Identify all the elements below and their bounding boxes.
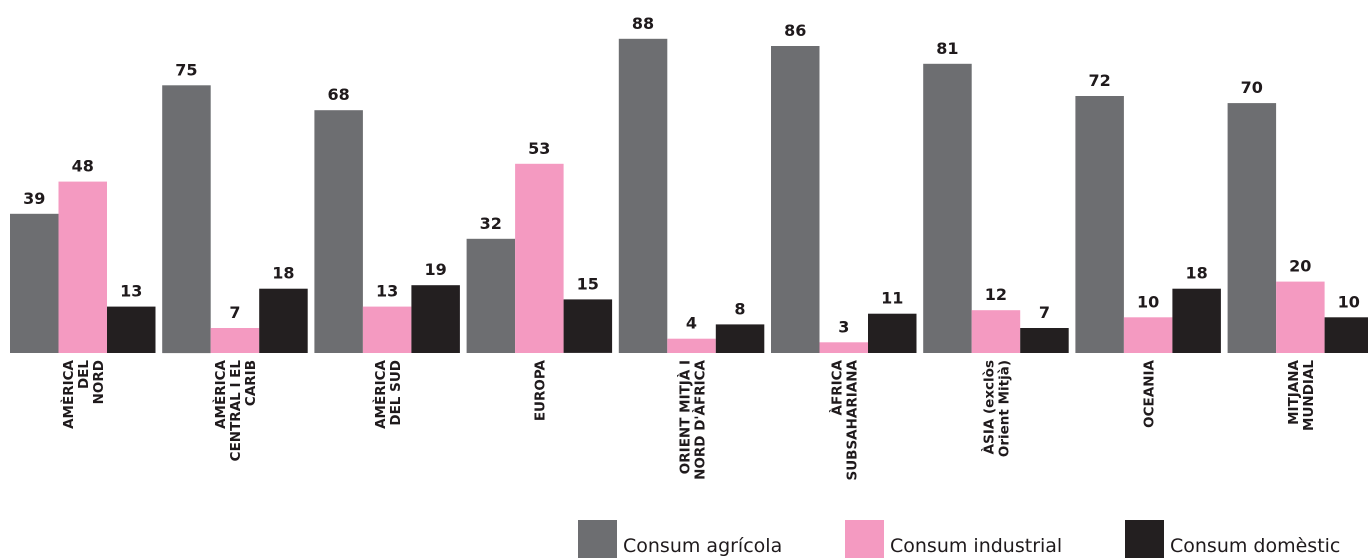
category-label-line: ÀFRICA <box>829 359 846 415</box>
value-label-domestic-8: 10 <box>1338 292 1360 311</box>
bar-agricola-3 <box>466 238 516 353</box>
value-label-agricola-7: 72 <box>1088 71 1110 90</box>
value-label-industrial-4: 4 <box>686 314 697 333</box>
legend-label-domestic: Consum domèstic <box>1170 535 1341 557</box>
bar-domestic-6 <box>1020 328 1069 353</box>
bar-domestic-2 <box>411 285 460 353</box>
bar-agricola-2 <box>314 110 363 353</box>
value-label-agricola-2: 68 <box>327 85 349 104</box>
value-label-industrial-7: 10 <box>1137 292 1159 311</box>
value-label-domestic-1: 18 <box>272 264 294 283</box>
legend-label-industrial: Consum industrial <box>890 535 1063 557</box>
value-label-domestic-6: 7 <box>1039 303 1050 322</box>
category-label-line: OCEANIA <box>1141 359 1157 427</box>
category-label-line: ÀSIA (exclòs <box>981 360 998 454</box>
bar-domestic-8 <box>1324 317 1368 353</box>
category-label-line: SUBSAHARIANA <box>845 359 861 480</box>
bar-domestic-5 <box>868 313 917 353</box>
bar-agricola-8 <box>1227 103 1277 353</box>
value-label-domestic-3: 15 <box>577 274 599 293</box>
category-label-8: MITJANA MUNDIAL <box>1286 359 1317 431</box>
bar-agricola-4 <box>618 38 668 354</box>
value-label-domestic-2: 19 <box>424 260 446 279</box>
bar-agricola-6 <box>923 63 972 354</box>
value-label-industrial-3: 53 <box>528 139 550 158</box>
value-label-agricola-4: 88 <box>632 14 654 33</box>
value-label-agricola-0: 39 <box>23 189 45 208</box>
bar-domestic-1 <box>259 288 308 353</box>
value-label-agricola-5: 86 <box>784 21 806 40</box>
value-label-agricola-8: 70 <box>1241 78 1263 97</box>
bar-agricola-0 <box>10 213 59 353</box>
bar-agricola-5 <box>771 46 820 353</box>
value-label-agricola-1: 75 <box>175 60 197 79</box>
category-label-4: ORIENT MITJÀ I NORD D'ÀFRICA <box>676 359 708 479</box>
category-label-5: ÀFRICA SUBSAHARIANA <box>829 359 861 480</box>
legend: Consum agrícola Consum industrial Consum… <box>578 520 1368 558</box>
legend-label-agricola: Consum agrícola <box>623 535 783 557</box>
value-label-domestic-5: 11 <box>881 289 903 308</box>
category-label-line: ORIENT MITJÀ I <box>676 360 693 474</box>
category-label-2: AMÈRICA DEL SUD <box>372 359 404 428</box>
category-label-line: Orient Mitjà) <box>997 360 1013 457</box>
value-label-domestic-4: 8 <box>734 299 745 318</box>
value-label-industrial-1: 7 <box>229 303 240 322</box>
category-label-6: ÀSIA (exclòs Orient Mitjà) <box>981 360 1013 457</box>
category-label-line: AMÈRICA <box>60 359 77 428</box>
bar-industrial-7 <box>1123 317 1173 353</box>
category-label-7: OCEANIA <box>1141 359 1157 427</box>
bar-industrial-0 <box>58 181 107 353</box>
bar-industrial-3 <box>515 163 564 353</box>
category-label-line: MUNDIAL <box>1301 360 1317 431</box>
value-label-industrial-8: 20 <box>1289 257 1311 276</box>
category-label-3: EUROPA <box>533 359 549 421</box>
legend-swatch-agricola <box>578 520 617 558</box>
legend-swatch-domestic <box>1125 520 1164 558</box>
bar-domestic-0 <box>107 306 156 353</box>
category-label-line: CENTRAL I EL <box>228 360 244 462</box>
bar-industrial-5 <box>819 342 868 353</box>
value-labels-layer: 3948137571868131932531588488631181127721… <box>23 14 1360 336</box>
category-label-line: DEL SUD <box>388 360 404 426</box>
value-label-agricola-6: 81 <box>936 39 958 58</box>
bar-agricola-7 <box>1075 96 1124 353</box>
category-label-line: MITJANA <box>1286 359 1302 424</box>
bar-industrial-4 <box>667 338 716 353</box>
bar-domestic-7 <box>1172 288 1221 353</box>
bar-domestic-4 <box>715 324 765 353</box>
value-label-domestic-7: 18 <box>1185 264 1207 283</box>
bars-layer <box>10 38 1368 354</box>
value-label-industrial-6: 12 <box>985 285 1007 304</box>
value-label-industrial-5: 3 <box>838 317 849 336</box>
bar-industrial-1 <box>210 328 260 353</box>
category-label-line: CARIB <box>243 360 259 406</box>
category-label-0: AMÈRICA DEL NORD <box>60 359 107 428</box>
bar-domestic-3 <box>563 299 613 353</box>
bar-industrial-6 <box>971 310 1021 353</box>
bar-industrial-2 <box>362 306 412 353</box>
category-label-line: NORD <box>91 360 107 404</box>
value-label-industrial-0: 48 <box>72 157 94 176</box>
value-label-industrial-2: 13 <box>376 282 398 301</box>
category-label-line: DEL <box>76 360 92 389</box>
category-label-1: AMÈRICA CENTRAL I EL CARIB <box>212 359 259 461</box>
value-label-domestic-0: 13 <box>120 282 142 301</box>
category-label-line: AMÈRICA <box>372 359 389 428</box>
bar-agricola-1 <box>162 85 211 354</box>
bar-chart: 3948137571868131932531588488631181127721… <box>10 14 1368 481</box>
bar-industrial-8 <box>1276 281 1325 353</box>
category-label-line: AMÈRICA <box>212 359 229 428</box>
legend-swatch-industrial <box>845 520 884 558</box>
category-label-line: EUROPA <box>533 359 549 421</box>
value-label-agricola-3: 32 <box>480 214 502 233</box>
category-label-line: NORD D'ÀFRICA <box>691 359 708 479</box>
category-labels-layer: AMÈRICA DEL NORD AMÈRICA CENTRAL I EL CARIB AM… <box>60 359 1317 480</box>
